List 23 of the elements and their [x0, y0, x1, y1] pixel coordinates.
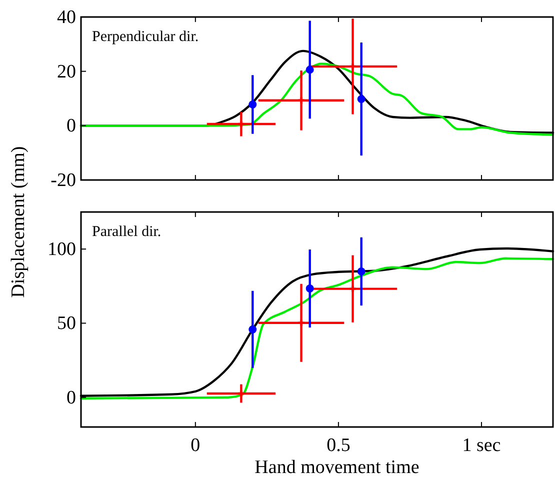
x-tick-label: 0.5	[326, 435, 350, 456]
y-tick-label: -20	[50, 170, 76, 191]
point	[306, 66, 314, 74]
annotation: Perpendicular dir.	[92, 29, 199, 45]
point	[348, 284, 357, 293]
point	[306, 284, 314, 293]
x-tick-label: 1 sec	[462, 435, 501, 456]
point	[248, 325, 257, 334]
x-tick-label: 0	[190, 435, 200, 456]
point	[248, 100, 257, 108]
line-series	[80, 62, 554, 136]
y-tick-label: 40	[57, 7, 76, 28]
annotation: Parallel dir.	[92, 224, 162, 240]
y-tick-label: 100	[48, 239, 76, 260]
y-tick-label: 0	[66, 387, 76, 408]
y-tick-label: 0	[66, 116, 76, 137]
y-tick-label: 50	[57, 313, 76, 334]
point	[297, 96, 306, 104]
y-axis-title: Displacement (mm)	[8, 146, 29, 298]
point	[357, 267, 366, 276]
point	[357, 95, 366, 104]
y-tick-label: 20	[57, 61, 76, 82]
x-axis-title: Hand movement time	[254, 457, 420, 478]
